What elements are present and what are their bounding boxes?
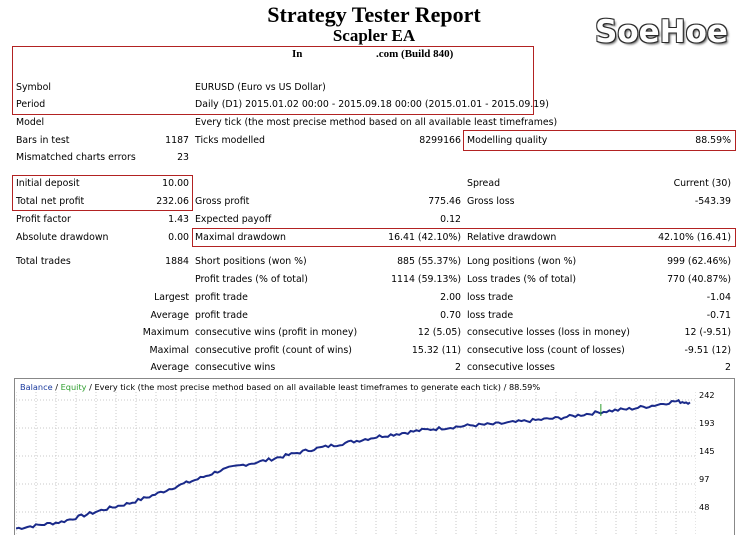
- loss-trades-value: 770 (40.87%): [667, 274, 731, 285]
- gross-profit-label: Gross profit: [195, 196, 250, 207]
- server-name: In: [292, 48, 303, 60]
- detail-right-value: -1.04: [706, 292, 731, 303]
- expected-payoff-label: Expected payoff: [195, 214, 272, 225]
- profit-factor-value: 1.43: [168, 214, 189, 225]
- relative-drawdown-label: Relative drawdown: [467, 232, 557, 243]
- balance-line: [16, 398, 691, 530]
- modelling-quality-label: Modelling quality: [467, 135, 548, 146]
- detail-left-label: profit trade: [195, 310, 248, 321]
- chart-header-text: / Every tick (the most precise method ba…: [86, 382, 541, 392]
- detail-right-value: 12 (-9.51): [684, 327, 731, 338]
- total-trades-value: 1884: [165, 256, 189, 267]
- short-positions-label: Short positions (won %): [195, 256, 307, 267]
- y-tick-label: 48: [699, 502, 710, 512]
- detail-right-value: -9.51 (12): [684, 345, 731, 356]
- symbol-value: EURUSD (Euro vs US Dollar): [195, 82, 326, 93]
- bars-in-test-value: 1187: [165, 135, 189, 146]
- detail-left-value: 2: [455, 362, 461, 373]
- model-label: Model: [16, 117, 45, 128]
- initial-deposit-label: Initial deposit: [16, 178, 80, 189]
- highlight-drawdown-box: [192, 228, 736, 247]
- detail-right-label: loss trade: [467, 310, 514, 321]
- ticks-modelled-value: 8299166: [419, 135, 461, 146]
- detail-right-label: loss trade: [467, 292, 514, 303]
- report-title: Strategy Tester Report: [267, 2, 481, 27]
- absolute-drawdown-label: Absolute drawdown: [16, 232, 109, 243]
- period-value: Daily (D1) 2015.01.02 00:00 - 2015.09.18…: [195, 99, 549, 110]
- detail-left-label: profit trade: [195, 292, 248, 303]
- initial-deposit-value: 10.00: [162, 178, 189, 189]
- modelling-quality-value: 88.59%: [695, 135, 731, 146]
- spread-label: Spread: [467, 178, 501, 189]
- maximal-drawdown-value: 16.41 (42.10%): [388, 232, 461, 243]
- spread-value: Current (30): [673, 178, 731, 189]
- maximal-drawdown-label: Maximal drawdown: [195, 232, 286, 243]
- loss-trades-label: Loss trades (% of total): [467, 274, 577, 285]
- report-subtitle: Scapler EA: [332, 26, 416, 45]
- detail-left-value: 2.00: [440, 292, 461, 303]
- mismatched-label: Mismatched charts errors: [16, 152, 136, 163]
- detail-left-label: consecutive wins: [195, 362, 276, 373]
- detail-left-label: consecutive wins (profit in money): [195, 327, 358, 338]
- long-positions-label: Long positions (won %): [467, 256, 577, 267]
- chart-header: Balance / Equity / Every tick (the most …: [20, 382, 541, 392]
- detail-left-value: 0.70: [440, 310, 461, 321]
- detail-prefix: Average: [150, 362, 190, 373]
- highlight-header-box: [12, 46, 534, 115]
- absolute-drawdown-value: 0.00: [168, 232, 189, 243]
- gross-profit-value: 775.46: [428, 196, 461, 207]
- ticks-modelled-label: Ticks modelled: [195, 135, 266, 146]
- highlight-deposit-box: [12, 175, 193, 211]
- total-net-profit-value: 232.06: [156, 196, 189, 207]
- gross-loss-label: Gross loss: [467, 196, 515, 207]
- detail-prefix: Maximum: [142, 327, 189, 338]
- legend-balance: Balance: [20, 382, 53, 392]
- mismatched-value: 23: [177, 152, 189, 163]
- period-label: Period: [16, 99, 46, 110]
- detail-right-label: consecutive losses: [467, 362, 555, 373]
- total-trades-label: Total trades: [16, 256, 71, 267]
- profit-trades-value: 1114 (59.13%): [391, 274, 461, 285]
- symbol-label: Symbol: [16, 82, 51, 93]
- legend-equity: Equity: [60, 382, 87, 392]
- detail-left-label: consecutive profit (count of wins): [195, 345, 352, 356]
- detail-prefix: Average: [150, 310, 190, 321]
- profit-trades-label: Profit trades (% of total): [195, 274, 308, 285]
- detail-left-value: 12 (5.05): [417, 327, 461, 338]
- y-tick-label: 145: [699, 446, 715, 456]
- detail-prefix: Largest: [154, 292, 189, 303]
- chart-plot: [16, 392, 696, 535]
- y-tick-label: 193: [699, 418, 715, 428]
- gross-loss-value: -543.39: [694, 196, 731, 207]
- watermark-logo: SoeHoe: [595, 14, 728, 50]
- long-positions-value: 999 (62.46%): [667, 256, 731, 267]
- detail-right-value: 2: [725, 362, 731, 373]
- profit-factor-label: Profit factor: [16, 214, 71, 225]
- balance-chart: [14, 378, 735, 535]
- detail-right-label: consecutive losses (loss in money): [467, 327, 630, 338]
- detail-left-value: 15.32 (11): [411, 345, 461, 356]
- total-net-profit-label: Total net profit: [16, 196, 85, 207]
- relative-drawdown-value: 42.10% (16.41): [658, 232, 731, 243]
- bars-in-test-label: Bars in test: [16, 135, 70, 146]
- expected-payoff-value: 0.12: [440, 214, 461, 225]
- model-value: Every tick (the most precise method base…: [195, 117, 558, 128]
- short-positions-value: 885 (55.37%): [397, 256, 461, 267]
- detail-right-value: -0.71: [706, 310, 731, 321]
- y-tick-label: 242: [699, 390, 715, 400]
- build-info: .com (Build 840): [376, 48, 454, 60]
- y-tick-label: 97: [699, 474, 710, 484]
- detail-prefix: Maximal: [149, 345, 189, 356]
- detail-right-label: consecutive loss (count of losses): [467, 345, 625, 356]
- highlight-quality-box: [463, 130, 736, 151]
